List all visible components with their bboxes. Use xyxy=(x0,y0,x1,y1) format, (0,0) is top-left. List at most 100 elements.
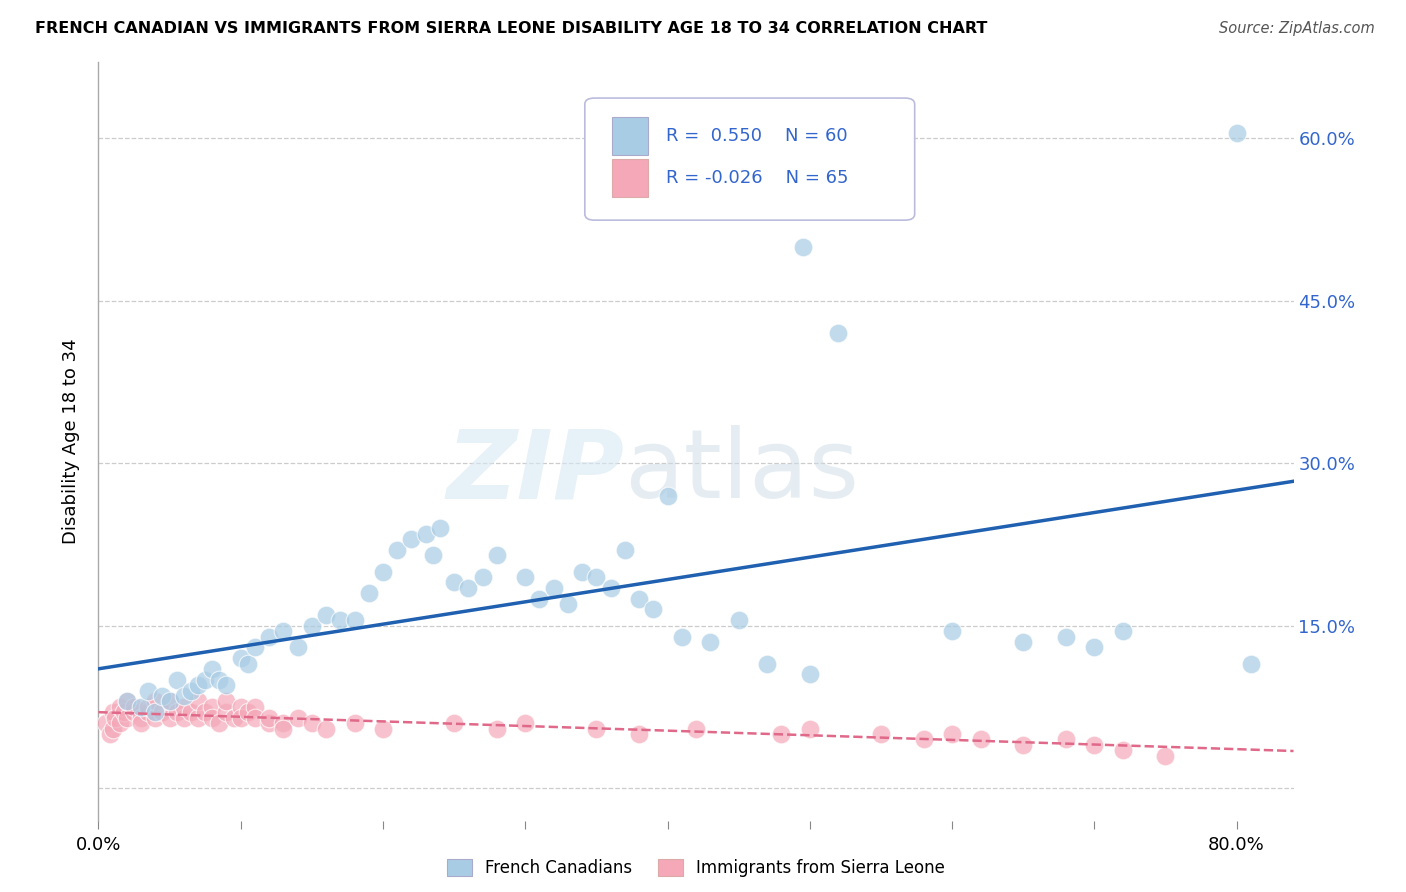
Point xyxy=(115,711,138,725)
Point xyxy=(201,662,224,676)
Point xyxy=(122,699,145,714)
Point xyxy=(329,613,352,627)
Point xyxy=(287,711,309,725)
Point xyxy=(112,706,135,720)
Point xyxy=(385,542,409,557)
Point xyxy=(166,673,188,687)
Point xyxy=(343,716,366,731)
Point xyxy=(685,722,707,736)
Point xyxy=(799,667,821,681)
Point xyxy=(443,716,465,731)
Text: FRENCH CANADIAN VS IMMIGRANTS FROM SIERRA LEONE DISABILITY AGE 18 TO 34 CORRELAT: FRENCH CANADIAN VS IMMIGRANTS FROM SIERR… xyxy=(35,21,987,36)
Point xyxy=(657,489,679,503)
Point xyxy=(187,678,209,692)
Point xyxy=(115,694,138,708)
Point xyxy=(173,689,195,703)
Point xyxy=(229,651,252,665)
Point xyxy=(628,591,651,606)
Point xyxy=(229,711,252,725)
Point xyxy=(159,694,181,708)
Point xyxy=(571,565,593,579)
Point xyxy=(273,716,295,731)
Point xyxy=(215,678,238,692)
Point xyxy=(173,699,195,714)
Point xyxy=(129,711,152,725)
Point xyxy=(159,694,181,708)
Point xyxy=(671,630,693,644)
Text: R =  0.550    N = 60: R = 0.550 N = 60 xyxy=(666,127,848,145)
Point xyxy=(415,526,437,541)
Point xyxy=(208,716,231,731)
Point xyxy=(357,586,380,600)
Point xyxy=(136,706,159,720)
Point xyxy=(912,732,935,747)
Point xyxy=(699,635,721,649)
Point xyxy=(628,727,651,741)
Point xyxy=(543,581,565,595)
Point xyxy=(236,706,259,720)
Point xyxy=(315,607,337,622)
Point xyxy=(301,618,323,632)
Point xyxy=(1154,748,1177,763)
Point xyxy=(98,727,121,741)
Point xyxy=(827,326,849,341)
Y-axis label: Disability Age 18 to 34: Disability Age 18 to 34 xyxy=(62,339,80,544)
Point xyxy=(136,683,159,698)
Point xyxy=(756,657,779,671)
Point xyxy=(941,624,963,639)
Point xyxy=(243,640,266,655)
Point xyxy=(273,722,295,736)
Point xyxy=(129,699,152,714)
FancyBboxPatch shape xyxy=(585,98,915,220)
Point xyxy=(243,699,266,714)
Point xyxy=(301,716,323,731)
Point xyxy=(101,706,124,720)
Point xyxy=(180,706,202,720)
Point xyxy=(194,673,217,687)
Point xyxy=(727,613,749,627)
Point xyxy=(187,711,209,725)
Point xyxy=(371,565,394,579)
Point xyxy=(104,711,127,725)
Point xyxy=(101,722,124,736)
Text: ZIP: ZIP xyxy=(446,425,624,518)
Point xyxy=(315,722,337,736)
Point xyxy=(143,711,166,725)
Point xyxy=(585,570,607,584)
Point xyxy=(143,694,166,708)
FancyBboxPatch shape xyxy=(613,160,648,197)
Legend: French Canadians, Immigrants from Sierra Leone: French Canadians, Immigrants from Sierra… xyxy=(447,859,945,877)
Point xyxy=(173,711,195,725)
Point xyxy=(180,683,202,698)
Point xyxy=(215,694,238,708)
Point xyxy=(152,706,174,720)
Point xyxy=(152,689,174,703)
Point xyxy=(201,711,224,725)
Point xyxy=(1226,126,1249,140)
Point xyxy=(159,711,181,725)
Point xyxy=(273,624,295,639)
Point xyxy=(208,673,231,687)
Point xyxy=(485,548,508,563)
Point xyxy=(429,521,451,535)
Point xyxy=(1240,657,1263,671)
Point xyxy=(122,706,145,720)
Point xyxy=(599,581,621,595)
FancyBboxPatch shape xyxy=(613,117,648,155)
Point xyxy=(215,706,238,720)
Point xyxy=(485,722,508,736)
Point xyxy=(613,542,636,557)
Point xyxy=(1112,624,1135,639)
Point xyxy=(529,591,551,606)
Point xyxy=(471,570,494,584)
Point xyxy=(257,711,280,725)
Point xyxy=(1054,630,1077,644)
Point xyxy=(422,548,444,563)
Point xyxy=(443,575,465,590)
Point xyxy=(969,732,991,747)
Point xyxy=(343,613,366,627)
Point xyxy=(1083,640,1105,655)
Point xyxy=(143,706,166,720)
Text: Source: ZipAtlas.com: Source: ZipAtlas.com xyxy=(1219,21,1375,36)
Point xyxy=(941,727,963,741)
